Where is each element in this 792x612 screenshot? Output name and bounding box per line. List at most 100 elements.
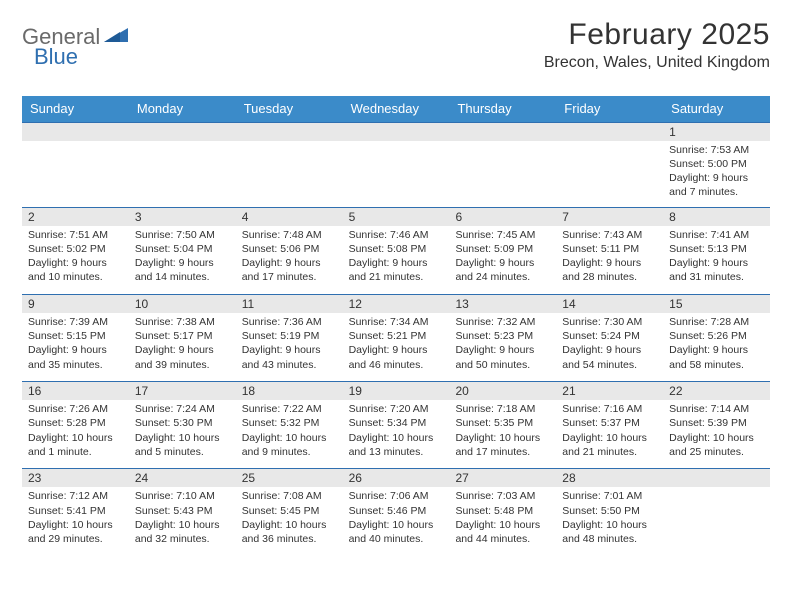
daynum-row: 2345678 [22,208,770,226]
day-info-line: Daylight: 10 hours and 5 minutes. [135,431,230,459]
weekday-header: Sunday [22,96,129,122]
day-info-line: Sunrise: 7:26 AM [28,402,123,416]
day-number: 19 [343,382,450,400]
day-info-line: Sunset: 5:43 PM [135,504,230,518]
day-info-line: Sunset: 5:41 PM [28,504,123,518]
day-info-line: Daylight: 10 hours and 29 minutes. [28,518,123,546]
daynum-row: 16171819202122 [22,382,770,400]
day-info-line: Sunset: 5:45 PM [242,504,337,518]
day-cell: Sunrise: 7:22 AMSunset: 5:32 PMDaylight:… [236,400,343,468]
day-info-line: Sunrise: 7:30 AM [562,315,657,329]
day-cell: Sunrise: 7:01 AMSunset: 5:50 PMDaylight:… [556,487,663,555]
day-info-line: Sunrise: 7:45 AM [455,228,550,242]
day-cell [556,141,663,207]
day-number: 7 [556,208,663,226]
day-number: 2 [22,208,129,226]
day-cell: Sunrise: 7:41 AMSunset: 5:13 PMDaylight:… [663,226,770,294]
day-info-line: Sunrise: 7:50 AM [135,228,230,242]
day-info-line: Sunset: 5:37 PM [562,416,657,430]
day-info-line: Sunset: 5:24 PM [562,329,657,343]
day-number: 15 [663,295,770,313]
week-row: 232425262728Sunrise: 7:12 AMSunset: 5:41… [22,468,770,555]
day-cell: Sunrise: 7:18 AMSunset: 5:35 PMDaylight:… [449,400,556,468]
day-cell: Sunrise: 7:26 AMSunset: 5:28 PMDaylight:… [22,400,129,468]
day-content-row: Sunrise: 7:53 AMSunset: 5:00 PMDaylight:… [22,141,770,207]
day-cell: Sunrise: 7:24 AMSunset: 5:30 PMDaylight:… [129,400,236,468]
day-info-line: Sunset: 5:02 PM [28,242,123,256]
day-content-row: Sunrise: 7:39 AMSunset: 5:15 PMDaylight:… [22,313,770,381]
day-info-line: Sunset: 5:06 PM [242,242,337,256]
day-number [236,123,343,141]
day-info-line: Sunrise: 7:16 AM [562,402,657,416]
day-info-line: Daylight: 10 hours and 1 minute. [28,431,123,459]
day-cell: Sunrise: 7:39 AMSunset: 5:15 PMDaylight:… [22,313,129,381]
day-number: 6 [449,208,556,226]
day-info-line: Daylight: 9 hours and 39 minutes. [135,343,230,371]
day-info-line: Daylight: 10 hours and 32 minutes. [135,518,230,546]
day-number [449,123,556,141]
day-number [22,123,129,141]
day-info-line: Sunrise: 7:46 AM [349,228,444,242]
day-info-line: Sunset: 5:28 PM [28,416,123,430]
weekday-header: Wednesday [343,96,450,122]
day-cell: Sunrise: 7:53 AMSunset: 5:00 PMDaylight:… [663,141,770,207]
day-number [663,469,770,487]
day-info-line: Sunrise: 7:14 AM [669,402,764,416]
day-info-line: Daylight: 9 hours and 28 minutes. [562,256,657,284]
day-info-line: Sunrise: 7:51 AM [28,228,123,242]
day-number: 10 [129,295,236,313]
weekday-header: Tuesday [236,96,343,122]
day-cell: Sunrise: 7:20 AMSunset: 5:34 PMDaylight:… [343,400,450,468]
day-cell: Sunrise: 7:30 AMSunset: 5:24 PMDaylight:… [556,313,663,381]
day-cell: Sunrise: 7:36 AMSunset: 5:19 PMDaylight:… [236,313,343,381]
day-info-line: Daylight: 9 hours and 21 minutes. [349,256,444,284]
day-info-line: Sunrise: 7:48 AM [242,228,337,242]
title-block: February 2025 Brecon, Wales, United King… [544,18,770,72]
daynum-row: 1 [22,123,770,141]
day-cell: Sunrise: 7:34 AMSunset: 5:21 PMDaylight:… [343,313,450,381]
day-info-line: Daylight: 10 hours and 40 minutes. [349,518,444,546]
day-info-line: Sunset: 5:26 PM [669,329,764,343]
day-cell: Sunrise: 7:08 AMSunset: 5:45 PMDaylight:… [236,487,343,555]
day-info-line: Daylight: 9 hours and 24 minutes. [455,256,550,284]
day-info-line: Sunset: 5:00 PM [669,157,764,171]
day-cell: Sunrise: 7:14 AMSunset: 5:39 PMDaylight:… [663,400,770,468]
day-cell: Sunrise: 7:43 AMSunset: 5:11 PMDaylight:… [556,226,663,294]
day-cell: Sunrise: 7:28 AMSunset: 5:26 PMDaylight:… [663,313,770,381]
day-info-line: Sunset: 5:17 PM [135,329,230,343]
day-number: 3 [129,208,236,226]
daynum-row: 232425262728 [22,469,770,487]
day-number: 14 [556,295,663,313]
day-info-line: Sunrise: 7:20 AM [349,402,444,416]
calendar: SundayMondayTuesdayWednesdayThursdayFrid… [22,96,770,555]
day-number: 25 [236,469,343,487]
day-info-line: Sunrise: 7:39 AM [28,315,123,329]
daynum-row: 9101112131415 [22,295,770,313]
day-info-line: Sunset: 5:09 PM [455,242,550,256]
week-row: 16171819202122Sunrise: 7:26 AMSunset: 5:… [22,381,770,468]
location: Brecon, Wales, United Kingdom [544,54,770,72]
day-number: 22 [663,382,770,400]
week-row: 9101112131415Sunrise: 7:39 AMSunset: 5:1… [22,294,770,381]
day-info-line: Sunrise: 7:18 AM [455,402,550,416]
day-cell [343,141,450,207]
day-number: 27 [449,469,556,487]
day-content-row: Sunrise: 7:12 AMSunset: 5:41 PMDaylight:… [22,487,770,555]
day-info-line: Sunrise: 7:03 AM [455,489,550,503]
day-number: 21 [556,382,663,400]
day-number [129,123,236,141]
day-info-line: Sunrise: 7:34 AM [349,315,444,329]
day-info-line: Daylight: 9 hours and 54 minutes. [562,343,657,371]
day-info-line: Sunset: 5:19 PM [242,329,337,343]
day-info-line: Sunrise: 7:32 AM [455,315,550,329]
day-number: 18 [236,382,343,400]
day-number: 11 [236,295,343,313]
day-number: 5 [343,208,450,226]
day-info-line: Sunrise: 7:10 AM [135,489,230,503]
day-info-line: Daylight: 9 hours and 10 minutes. [28,256,123,284]
day-info-line: Daylight: 9 hours and 14 minutes. [135,256,230,284]
day-cell [22,141,129,207]
day-info-line: Daylight: 9 hours and 50 minutes. [455,343,550,371]
day-info-line: Sunset: 5:23 PM [455,329,550,343]
day-cell: Sunrise: 7:12 AMSunset: 5:41 PMDaylight:… [22,487,129,555]
